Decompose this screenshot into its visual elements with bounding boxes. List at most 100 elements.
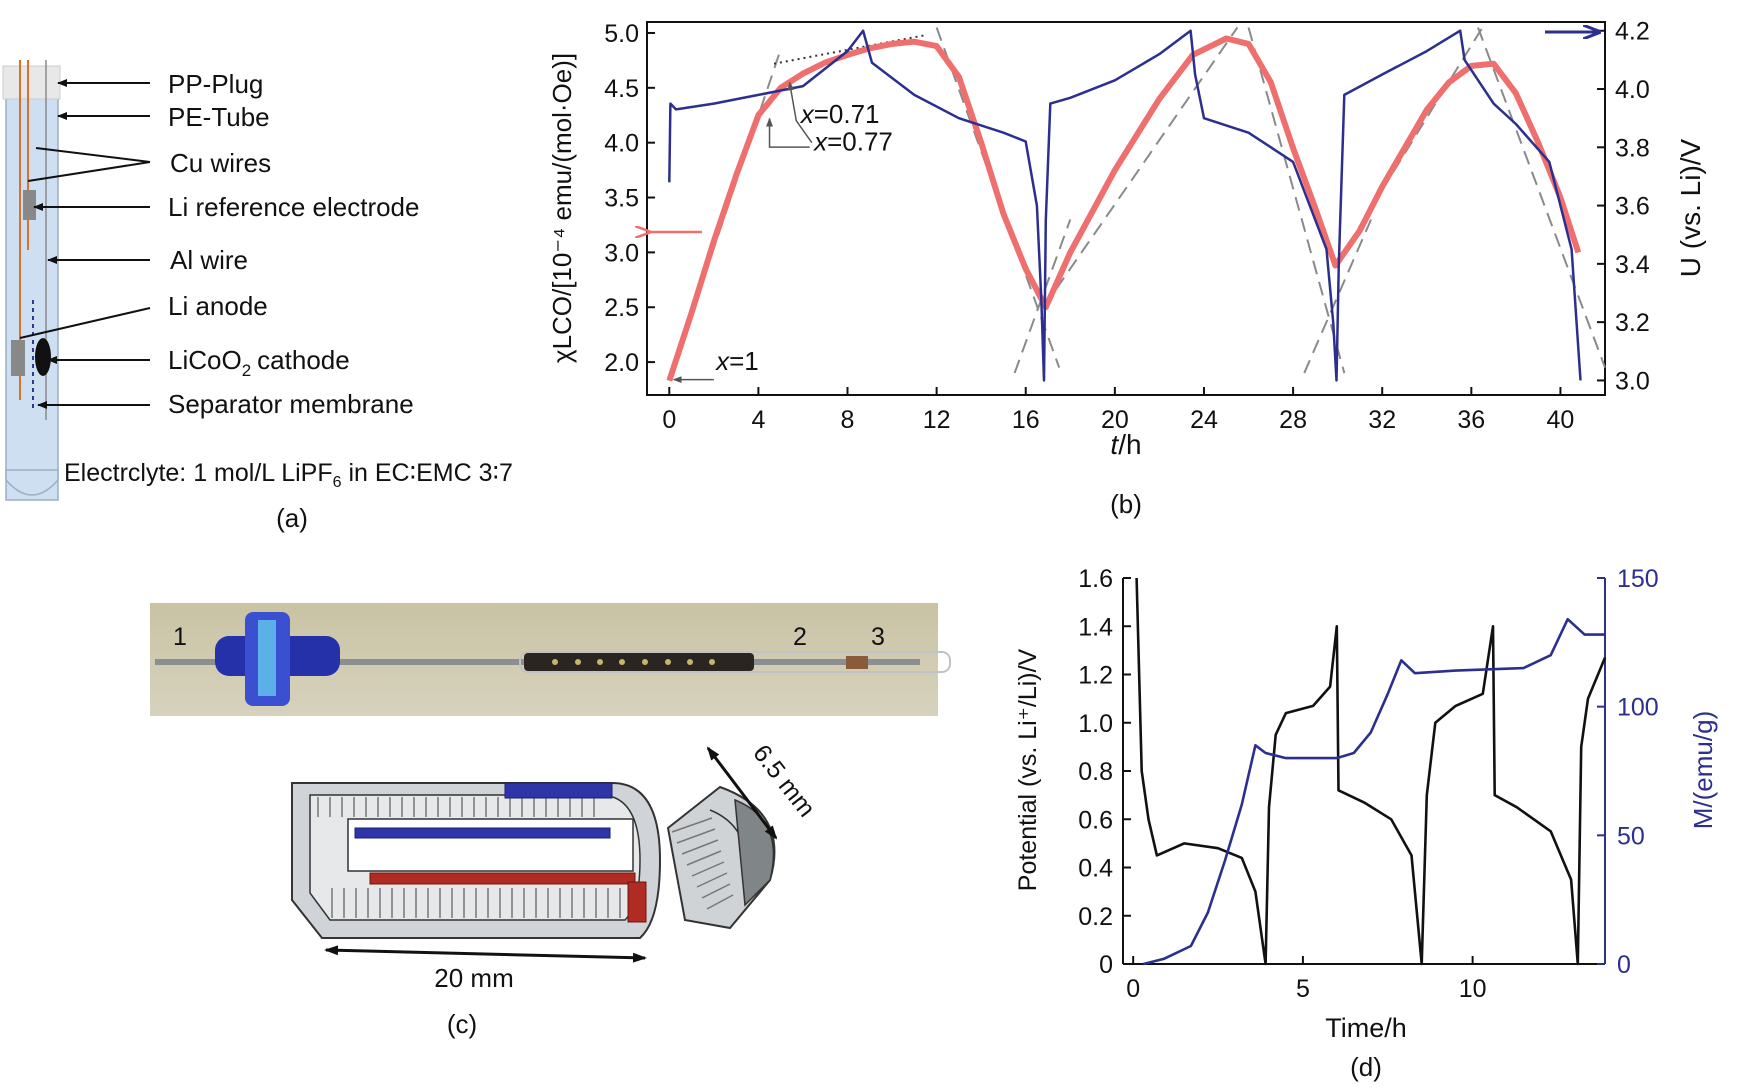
photo-label-3: 3 — [871, 623, 885, 651]
y-tick-label: 2.5 — [604, 294, 639, 322]
caption-d: (d) — [1350, 1052, 1382, 1082]
caption-a: (a) — [276, 503, 308, 533]
chart-b-frame — [646, 21, 1606, 396]
guide-line — [668, 49, 782, 382]
pp-plug-shape — [2, 65, 61, 100]
guide-line — [1013, 219, 1072, 374]
x-tick-label: 8 — [841, 406, 855, 434]
right-y-tick-label: 3.6 — [1615, 193, 1650, 221]
right-y-tick-label: 3.4 — [1615, 251, 1650, 279]
series-chi-lco — [666, 35, 1582, 382]
chart-b-x-ticks: 0 4 8 12 16 20 24 28 32 36 40 — [662, 387, 1574, 434]
chart-b-series — [666, 29, 1582, 382]
cad-cutaway — [291, 782, 776, 939]
series-voltage-u — [668, 29, 1582, 382]
photo-label-2: 2 — [793, 623, 807, 651]
series-potential — [1135, 577, 1607, 966]
label-al-wire: Al wire — [170, 245, 248, 275]
annotation-label: x=0.71 — [799, 99, 880, 129]
chart-b-annotations: x=0.71x=0.77 x=1 — [672, 81, 893, 384]
x-tick-label: 24 — [1190, 406, 1218, 434]
caption-b: (b) — [1110, 489, 1142, 519]
right-y-tick-label: 0 — [1617, 951, 1631, 979]
y-tick-label: 0.6 — [1078, 806, 1113, 834]
guide-line — [1303, 219, 1372, 374]
annotation-leader — [787, 81, 813, 144]
leader-cu-1 — [35, 147, 151, 163]
pe-tube-body — [5, 68, 59, 501]
y-tick-label: 3.5 — [604, 185, 639, 213]
x-tick-label: 12 — [923, 406, 951, 434]
caption-c: (c) — [447, 1009, 477, 1039]
y-tick-label: 0 — [1099, 951, 1113, 979]
dim-arrow-length — [324, 945, 647, 963]
panel-c-images: 1 2 3 6.5 mm 20 mm (c) — [150, 603, 951, 1039]
chart-d-right-y-axis-label: M/(emu/g) — [1688, 711, 1718, 829]
guide-line — [1477, 27, 1606, 368]
chart-b-left-y-axis-label: χLCO/[10⁻⁴ emu/(mol·Oe)] — [547, 53, 577, 363]
right-y-tick-label: 3.2 — [1615, 309, 1650, 337]
x-tick-label: 20 — [1101, 406, 1129, 434]
y-tick-label: 0.8 — [1078, 758, 1113, 786]
y-tick-label: 1.4 — [1078, 613, 1113, 641]
chart-d-plot: 0 5 10 0 0.2 0.4 0.6 0.8 1.0 1.2 1.4 1.6 0 50 100 150 — [1078, 565, 1658, 1003]
label-cu-wires: Cu wires — [170, 148, 271, 178]
y-tick-label: 0.2 — [1078, 903, 1113, 931]
li-anode-shape — [11, 340, 25, 376]
label-licoo2-cathode: LiCoO2 cathode — [168, 345, 350, 380]
x-tick-label: 5 — [1296, 975, 1310, 1003]
dim-arrow-width — [706, 746, 778, 840]
licoo2-cathode-shape — [35, 338, 51, 376]
leader-cu-2 — [27, 161, 151, 182]
dim-label-length: 20 mm — [434, 963, 513, 993]
right-y-tick-label: 4.0 — [1615, 76, 1650, 104]
guide-line — [773, 34, 926, 65]
label-li-anode: Li anode — [168, 291, 268, 321]
label-li-reference-electrode: Li reference electrode — [168, 192, 419, 222]
chart-d-left-y-axis-label: Potential (vs. Li⁺/Li)/V — [1014, 648, 1042, 891]
y-tick-label: 2.0 — [604, 349, 639, 377]
chart-d-series — [1135, 577, 1607, 966]
label-pe-tube: PE-Tube — [168, 102, 270, 132]
y-tick-label: 1.0 — [1078, 710, 1113, 738]
panel-a-schematic: PP-Plug PE-Tube Cu wires Li reference el… — [2, 60, 513, 533]
x-tick-label: 0 — [662, 406, 676, 434]
right-y-tick-label: 50 — [1617, 822, 1645, 850]
annotation-label: x=0.77 — [812, 126, 893, 156]
y-tick-label: 0.4 — [1078, 855, 1113, 883]
annotation-label: x=1 — [714, 346, 759, 376]
leader-li-anode — [19, 307, 151, 339]
chart-b-right-y-axis-label: U (vs. Li)/V — [1675, 138, 1706, 277]
panel-d-chart: 0 5 10 0 0.2 0.4 0.6 0.8 1.0 1.2 1.4 1.6 0 50 100 150… — [1014, 565, 1718, 1082]
guide-line — [1042, 26, 1239, 308]
photo-label-1: 1 — [173, 623, 187, 651]
right-y-tick-label: 3.8 — [1615, 134, 1650, 162]
x-tick-label: 32 — [1368, 406, 1396, 434]
y-tick-label: 5.0 — [604, 20, 639, 48]
y-tick-label: 1.6 — [1078, 565, 1113, 593]
right-y-tick-label: 3.0 — [1615, 367, 1650, 395]
x-tick-label: 36 — [1457, 406, 1485, 434]
x-tick-label: 16 — [1012, 406, 1040, 434]
chart-b-plot: 0 4 8 12 16 20 24 28 32 36 40 2.0 2.5 3.0 3.5 4.0 4.5 5.… — [604, 18, 1650, 434]
right-y-tick-label: 100 — [1617, 694, 1659, 722]
right-y-tick-label: 4.2 — [1615, 18, 1650, 46]
chart-b-x-axis-label: t/h — [1110, 429, 1141, 460]
x-tick-label: 0 — [1126, 975, 1140, 1003]
chart-d-x-ticks: 0 5 10 — [1126, 956, 1487, 1003]
li-reference-shape — [23, 190, 36, 220]
x-tick-label: 4 — [751, 406, 765, 434]
annotation-leader — [766, 117, 810, 148]
x-tick-label: 28 — [1279, 406, 1307, 434]
x-tick-label: 40 — [1547, 406, 1575, 434]
label-pp-plug: PP-Plug — [168, 69, 263, 99]
photo-content — [155, 612, 951, 706]
y-tick-label: 4.5 — [604, 75, 639, 103]
y-tick-label: 4.0 — [604, 130, 639, 158]
y-tick-label: 1.2 — [1078, 662, 1113, 690]
series-magnetization — [1143, 617, 1605, 966]
electrolyte-note: Electrclyte: 1 mol/L LiPF6 in EC∶EMC 3∶7 — [64, 459, 513, 491]
tube-bottom — [5, 469, 59, 496]
guide-line — [1247, 27, 1346, 374]
